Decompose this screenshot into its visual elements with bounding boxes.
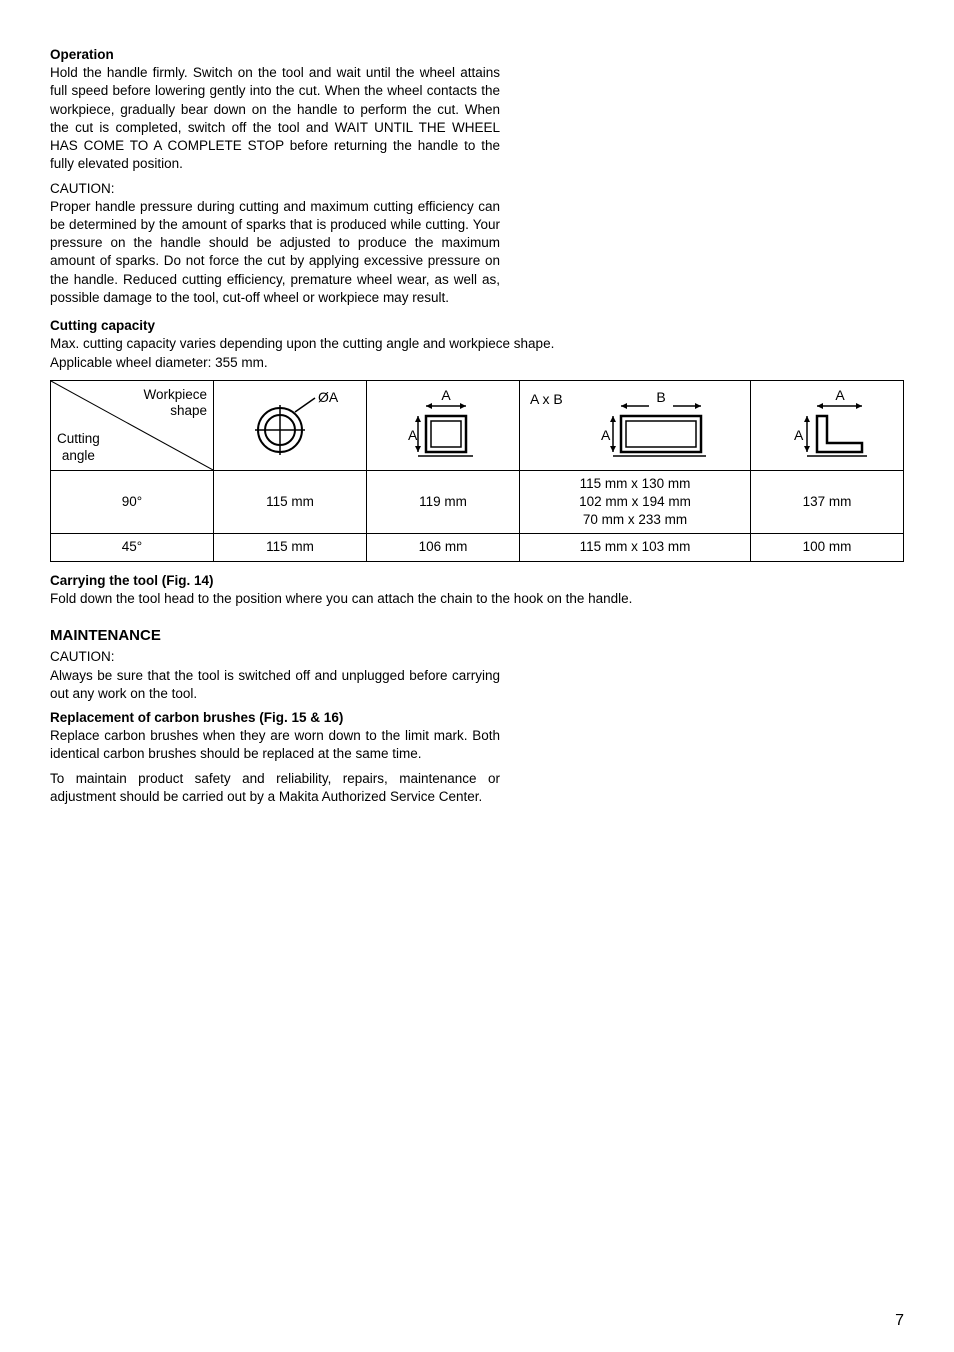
cell-angle-45: 45° (51, 534, 214, 561)
table-row: 90° 115 mm 119 mm 115 mm x 130 mm 102 mm… (51, 470, 904, 534)
svg-text:B: B (657, 389, 666, 405)
operation-body: Hold the handle firmly. Switch on the to… (50, 64, 500, 173)
cell-angle-90: 90° (51, 470, 214, 534)
cell: 106 mm (367, 534, 520, 561)
shape-angle: A A (750, 380, 903, 470)
capacity-intro2: Applicable wheel diameter: 355 mm. (50, 354, 904, 372)
carrying-body: Fold down the tool head to the position … (50, 590, 904, 608)
svg-text:A: A (835, 388, 845, 403)
safety-body: To maintain product safety and reliabili… (50, 770, 500, 806)
table-row: 45° 115 mm 106 mm 115 mm x 103 mm 100 mm (51, 534, 904, 561)
carrying-heading: Carrying the tool (Fig. 14) (50, 572, 904, 590)
capacity-heading: Cutting capacity (50, 317, 904, 335)
svg-text:A: A (601, 427, 611, 443)
maintenance-heading: MAINTENANCE (50, 626, 904, 646)
cell: 115 mm (214, 470, 367, 534)
maintenance-caution-label: CAUTION: (50, 648, 500, 666)
maintenance-caution-body: Always be sure that the tool is switched… (50, 667, 500, 703)
operation-caution-label: CAUTION: (50, 180, 500, 198)
capacity-table: Workpieceshape Cuttingangle ØA A (50, 380, 904, 562)
cell: 100 mm (750, 534, 903, 561)
brushes-heading: Replacement of carbon brushes (Fig. 15 &… (50, 709, 500, 727)
brushes-body: Replace carbon brushes when they are wor… (50, 727, 500, 763)
cell: 115 mm x 103 mm (520, 534, 751, 561)
rect-label: A x B (530, 390, 563, 409)
shape-round: ØA (214, 380, 367, 470)
operation-heading: Operation (50, 46, 500, 64)
shape-square: A A (367, 380, 520, 470)
shape-rect: A x B B A (520, 380, 751, 470)
cell: 115 mm (214, 534, 367, 561)
capacity-intro1: Max. cutting capacity varies depending u… (50, 335, 904, 353)
round-label: ØA (318, 390, 339, 405)
operation-caution-body: Proper handle pressure during cutting an… (50, 198, 500, 307)
cell: 137 mm (750, 470, 903, 534)
square-label-top: A (441, 388, 451, 403)
cell: 115 mm x 130 mm 102 mm x 194 mm 70 mm x … (520, 470, 751, 534)
square-label-left: A (408, 427, 418, 443)
header-workpiece-shape: Workpieceshape (143, 387, 207, 419)
table-header-diagonal: Workpieceshape Cuttingangle (51, 380, 214, 470)
svg-text:A: A (794, 427, 804, 443)
page-number: 7 (895, 1310, 904, 1332)
cell: 119 mm (367, 470, 520, 534)
header-cutting-angle: Cuttingangle (57, 431, 100, 463)
